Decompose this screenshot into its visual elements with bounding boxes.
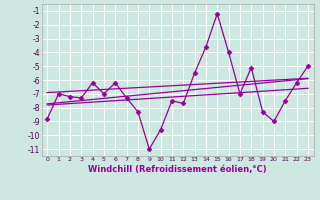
X-axis label: Windchill (Refroidissement éolien,°C): Windchill (Refroidissement éolien,°C): [88, 165, 267, 174]
